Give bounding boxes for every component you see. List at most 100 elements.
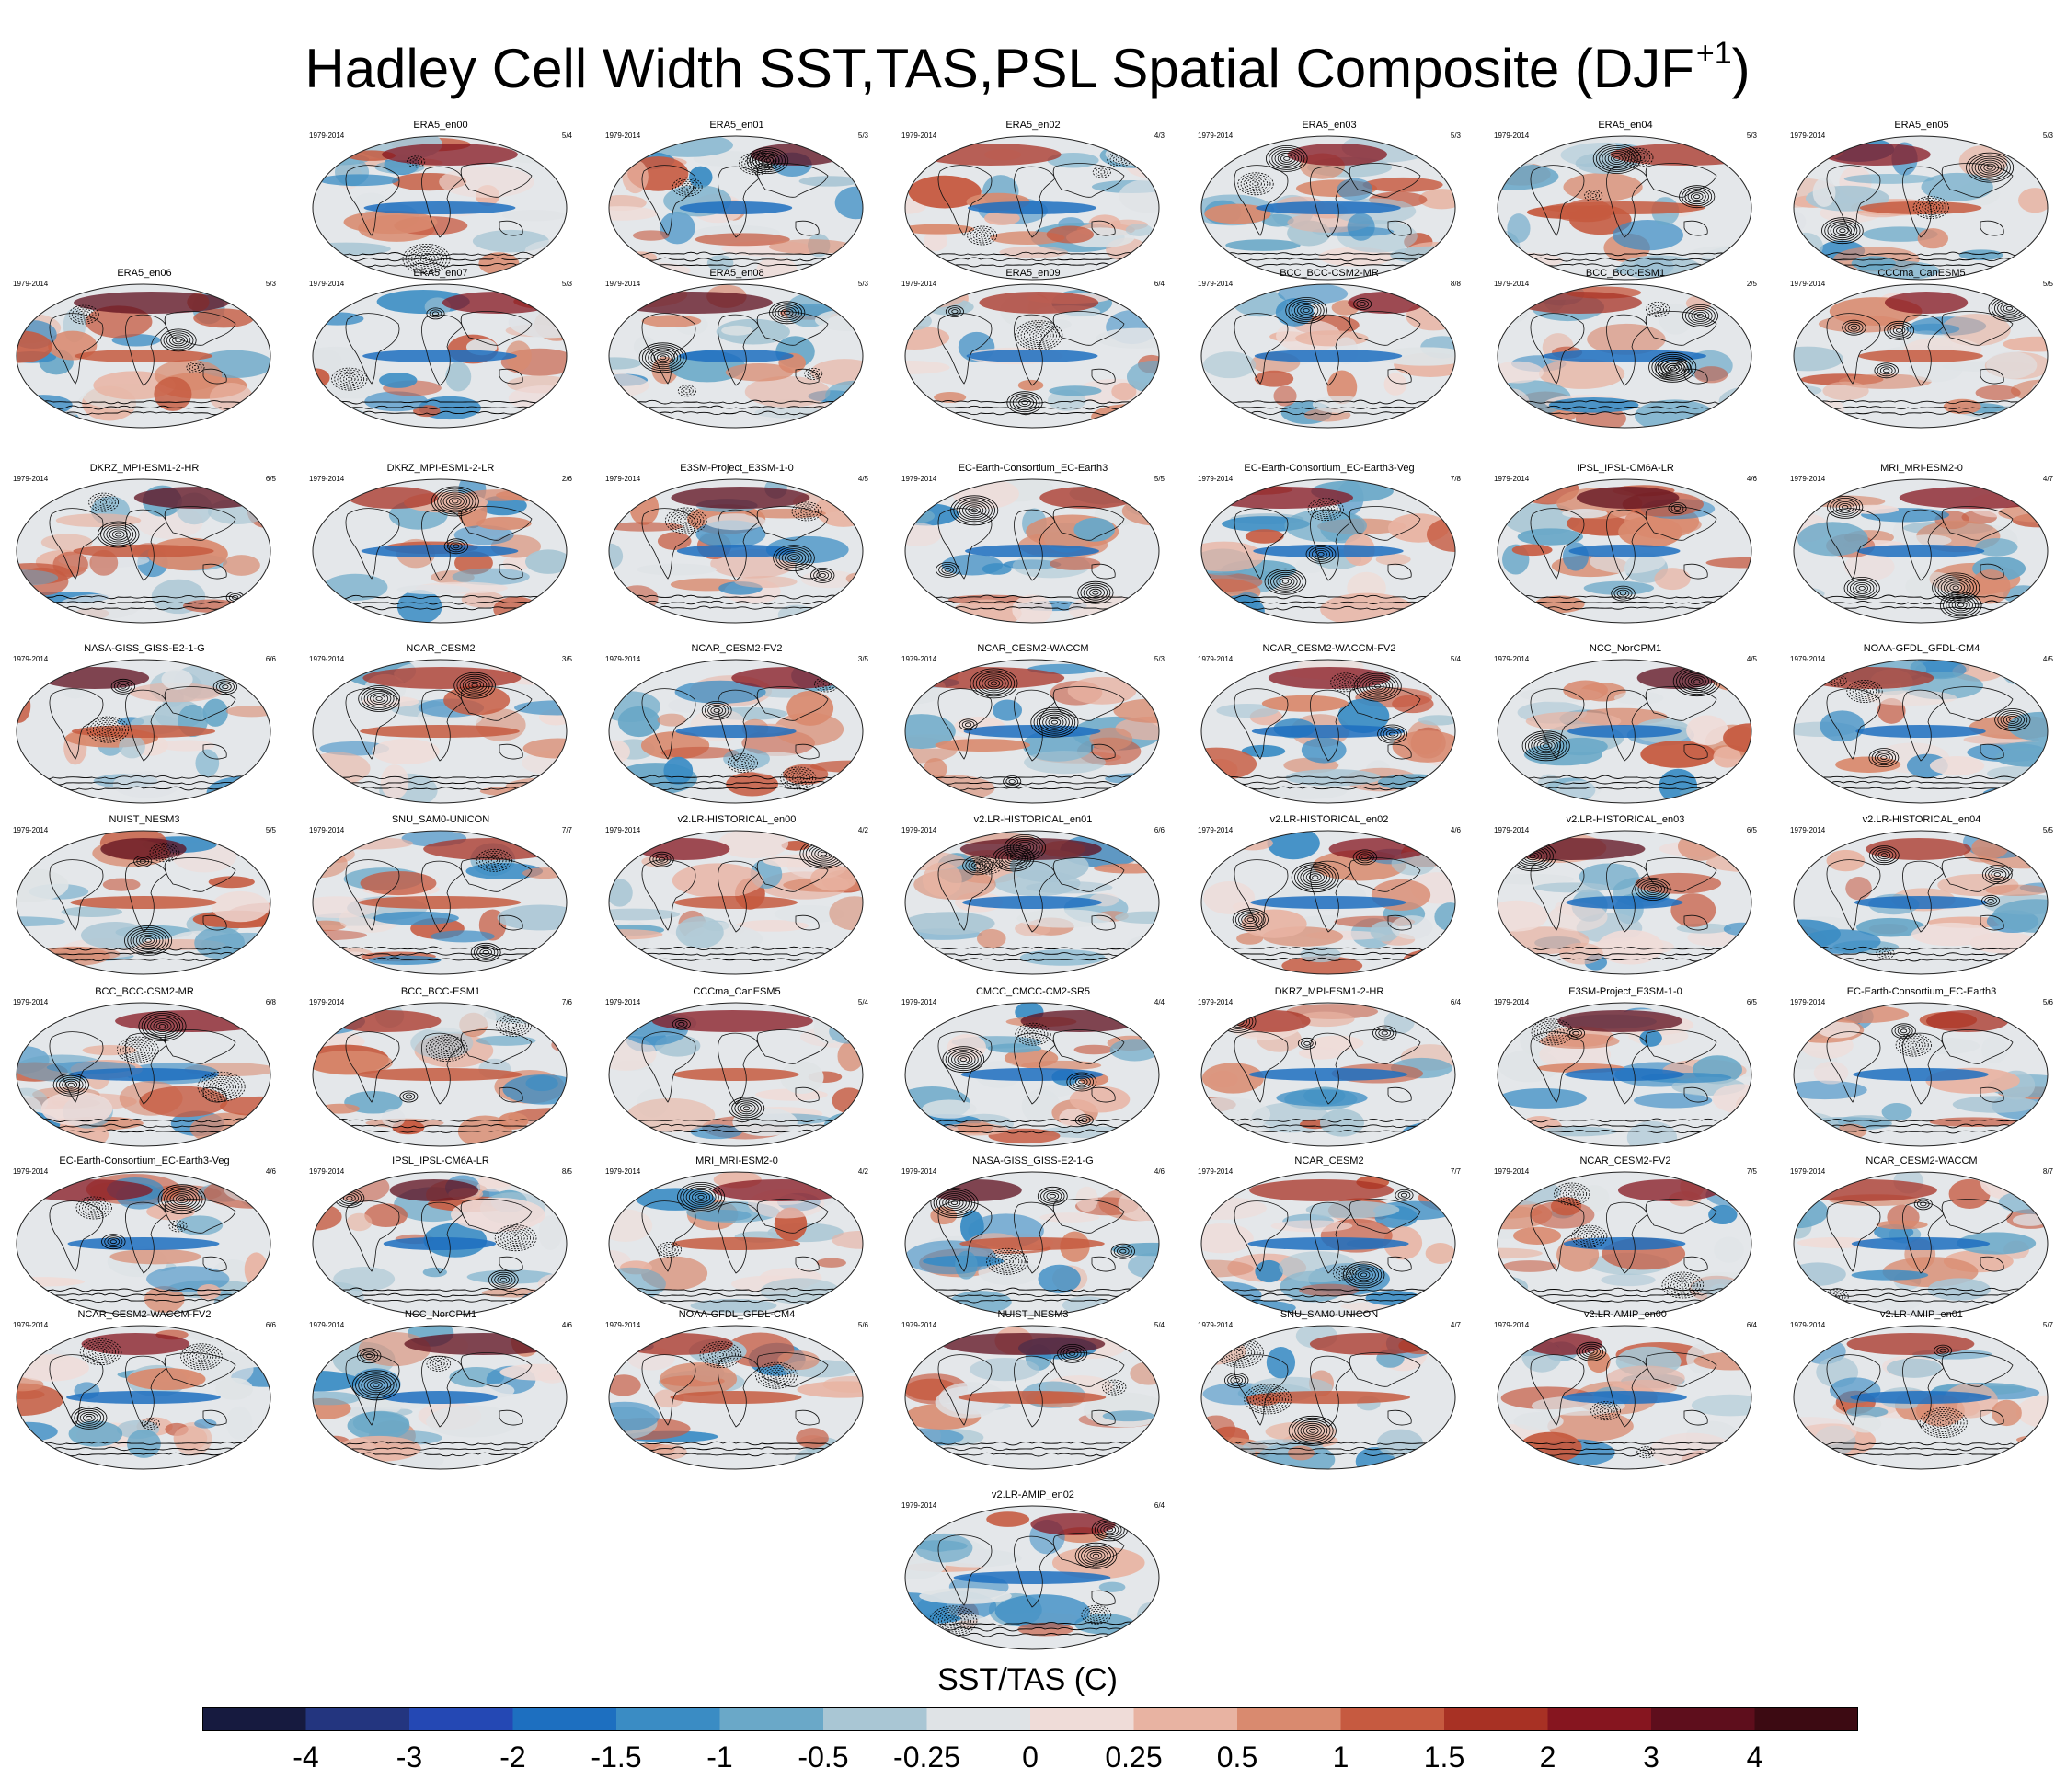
chart-title-text: Hadley Cell Width SST,TAS,PSL Spatial Co… (304, 38, 1694, 99)
panel-title: NCC_NorCPM1 (404, 1309, 477, 1320)
map-panel: NASA-GISS_GISS-E2-1-G 1979-2014 6/6 (11, 643, 278, 809)
colorbar-box (305, 1707, 410, 1731)
panel-period: 1979-2014 (901, 998, 937, 1006)
panel-ratio: 6/4 (1154, 280, 1165, 288)
panel-title: ERA5_en01 (709, 120, 764, 131)
map-panel: SNU_SAM0-UNICON 1979-2014 4/7 (1196, 1309, 1463, 1475)
panel-period: 1979-2014 (1198, 475, 1234, 483)
panel-ratio: 6/5 (1746, 998, 1757, 1006)
panel-map (1497, 659, 1752, 804)
panel-title: v2.LR-AMIP_en00 (1584, 1309, 1667, 1320)
panel-period: 1979-2014 (605, 132, 641, 140)
map-panel: EC-Earth-Consortium_EC-Earth3-Veg 1979-20… (1196, 463, 1463, 628)
panel-ratio: 4/6 (1154, 1167, 1165, 1176)
colorbar-tick-label: 4 (1746, 1740, 1763, 1774)
colorbar-box (1651, 1707, 1755, 1731)
colorbar-box (1547, 1707, 1652, 1731)
panel-title: IPSL_IPSL-CM6A-LR (392, 1155, 489, 1166)
panel-title: BCC_BCC-CSM2-MR (95, 986, 194, 997)
panel-ratio: 5/3 (561, 280, 572, 288)
panel-period: 1979-2014 (901, 1501, 937, 1510)
panel-map (312, 1002, 568, 1147)
map-panel: ERA5_en07 1979-2014 5/3 (307, 268, 574, 433)
panel-period: 1979-2014 (309, 475, 345, 483)
map-panel: ERA5_en09 1979-2014 6/4 (900, 268, 1166, 433)
panel-map (904, 478, 1160, 624)
panel-map (1793, 478, 2049, 624)
colorbar-tick-label: -1.5 (591, 1740, 642, 1774)
panel-ratio: 5/4 (1450, 655, 1461, 663)
panel-period: 1979-2014 (1494, 998, 1530, 1006)
panel-map (16, 1325, 271, 1470)
panel-ratio: 8/8 (1450, 280, 1461, 288)
map-panel: NUIST_NESM3 1979-2014 5/5 (11, 814, 278, 980)
panel-ratio: 5/3 (2042, 132, 2053, 140)
panel-title: v2.LR-HISTORICAL_en04 (1862, 814, 1981, 825)
panel-ratio: 5/3 (857, 280, 868, 288)
panel-title: v2.LR-HISTORICAL_en03 (1566, 814, 1685, 825)
panel-ratio: 7/8 (1450, 475, 1461, 483)
panel-ratio: 6/5 (1746, 826, 1757, 834)
panel-title: DKRZ_MPI-ESM1-2-HR (89, 463, 200, 474)
colorbar-box (1030, 1707, 1134, 1731)
panel-period: 1979-2014 (13, 1167, 49, 1176)
panel-ratio: 2/6 (561, 475, 572, 483)
panel-ratio: 6/4 (1746, 1321, 1757, 1329)
panel-period: 1979-2014 (1494, 1167, 1530, 1176)
colorbar-tick-label: -0.5 (798, 1740, 849, 1774)
panel-title: SNU_SAM0-UNICON (391, 814, 490, 825)
panel-title: ERA5_en08 (709, 268, 764, 279)
panel-period: 1979-2014 (1198, 826, 1234, 834)
panel-title: CCCma_CanESM5 (693, 986, 781, 997)
panel-map (1200, 830, 1456, 975)
panel-ratio: 5/5 (265, 826, 276, 834)
panel-ratio: 5/3 (1154, 655, 1165, 663)
panel-period: 1979-2014 (605, 998, 641, 1006)
panel-title: NOAA-GFDL_GFDL-CM4 (1863, 643, 1980, 654)
panel-period: 1979-2014 (309, 826, 345, 834)
panel-ratio: 6/5 (265, 475, 276, 483)
panel-title: DKRZ_MPI-ESM1-2-HR (1274, 986, 1384, 997)
panel-ratio: 5/3 (1746, 132, 1757, 140)
panel-map (904, 135, 1160, 281)
colorbar-box (1237, 1707, 1341, 1731)
map-panel: ERA5_en06 1979-2014 5/3 (11, 268, 278, 433)
panel-title: NCAR_CESM2 (1294, 1155, 1364, 1166)
panel-map (16, 1002, 271, 1147)
panel-ratio: 4/6 (1746, 475, 1757, 483)
panel-title: NCAR_CESM2-WACCM-FV2 (77, 1309, 212, 1320)
panel-map (1497, 283, 1752, 429)
panel-period: 1979-2014 (605, 475, 641, 483)
map-panel: CCCma_CanESM5 1979-2014 5/5 (1788, 268, 2055, 433)
panel-period: 1979-2014 (309, 1321, 345, 1329)
panel-ratio: 5/6 (2042, 998, 2053, 1006)
map-panel: IPSL_IPSL-CM6A-LR 1979-2014 8/5 (307, 1155, 574, 1321)
panel-map (1793, 830, 2049, 975)
panel-title: NUIST_NESM3 (109, 814, 180, 825)
map-panel: NOAA-GFDL_GFDL-CM4 1979-2014 5/6 (603, 1309, 870, 1475)
colorbar-tick-label: -0.25 (893, 1740, 960, 1774)
panel-period: 1979-2014 (1198, 998, 1234, 1006)
panel-period: 1979-2014 (901, 1321, 937, 1329)
colorbar-tick-label: -2 (499, 1740, 526, 1774)
panel-map (1793, 1171, 2049, 1316)
panel-title: CMCC_CMCC-CM2-SR5 (975, 986, 1091, 997)
colorbar-label: SST/TAS (C) (937, 1662, 1118, 1697)
panel-period: 1979-2014 (309, 655, 345, 663)
panel-map (904, 1002, 1160, 1147)
panel-map (1200, 283, 1456, 429)
panel-period: 1979-2014 (1494, 132, 1530, 140)
panel-period: 1979-2014 (901, 132, 937, 140)
panel-ratio: 4/6 (561, 1321, 572, 1329)
colorbar-tick-label: 2 (1539, 1740, 1556, 1774)
panel-period: 1979-2014 (901, 280, 937, 288)
panel-map (1200, 1171, 1456, 1316)
panel-ratio: 4/6 (1450, 826, 1461, 834)
map-panel: ERA5_en08 1979-2014 5/3 (603, 268, 870, 433)
map-panel: CCCma_CanESM5 1979-2014 5/4 (603, 986, 870, 1152)
map-panel: ERA5_en00 1979-2014 5/4 (307, 120, 574, 285)
chart-title: Hadley Cell Width SST,TAS,PSL Spatial Co… (0, 17, 2055, 106)
panel-period: 1979-2014 (309, 280, 345, 288)
panel-title: IPSL_IPSL-CM6A-LR (1577, 463, 1674, 474)
map-panel: NCAR_CESM2-FV2 1979-2014 7/5 (1492, 1155, 1759, 1321)
